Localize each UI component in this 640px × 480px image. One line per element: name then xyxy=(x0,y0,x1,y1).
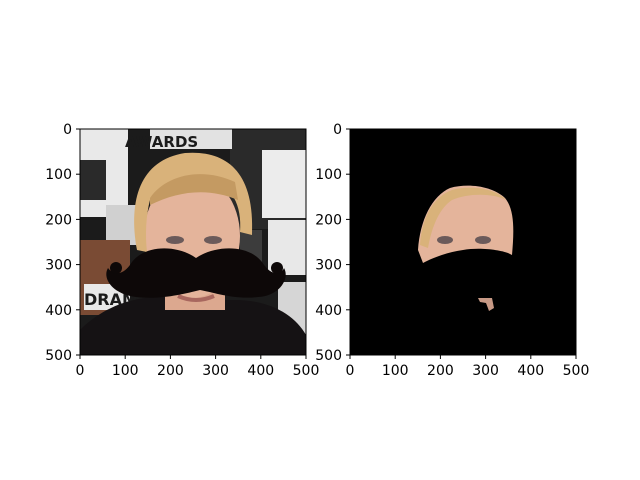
masked-chin-fragment xyxy=(478,298,494,311)
mustache-overlay xyxy=(106,248,286,298)
right-axes-frame xyxy=(349,128,577,356)
right-y-tick-label: 200 xyxy=(315,212,342,228)
left-y-tick-label: 200 xyxy=(45,212,72,228)
left-x-tick-label: 200 xyxy=(157,363,184,379)
right-x-tick-label: 0 xyxy=(346,363,355,379)
right-x-tick-label: 500 xyxy=(563,363,590,379)
right-y-tick-label: 500 xyxy=(315,348,342,364)
left-x-tick-label: 100 xyxy=(112,363,139,379)
right-x-tick-label: 400 xyxy=(517,363,544,379)
left-image-panel: AWARDS DRAM 0 100 200 300 400 500010020030040… xyxy=(45,122,319,379)
left-y-tick-label: 0 xyxy=(63,122,72,138)
right-image-content xyxy=(350,129,576,355)
right-x-tick-label: 200 xyxy=(427,363,454,379)
right-x-tick-label: 100 xyxy=(382,363,409,379)
left-y-tick-label: 400 xyxy=(45,303,72,319)
left-x-tick-label: 400 xyxy=(247,363,274,379)
right-y-tick-label: 300 xyxy=(315,258,342,274)
right-y-tick-label: 100 xyxy=(315,167,342,183)
left-y-tick-label: 100 xyxy=(45,167,72,183)
right-x-tick-label: 300 xyxy=(472,363,499,379)
background-sign-text-top: AWARDS xyxy=(125,133,198,151)
left-y-tick-label: 300 xyxy=(45,258,72,274)
left-x-tick-label: 500 xyxy=(293,363,320,379)
left-axes-frame xyxy=(79,128,307,356)
left-x-tick-label: 300 xyxy=(202,363,229,379)
right-y-tick-label: 400 xyxy=(315,303,342,319)
left-y-tick-label: 500 xyxy=(45,348,72,364)
left-x-tick-label: 0 xyxy=(76,363,85,379)
left-image-content: AWARDS DRAM xyxy=(80,129,306,355)
clothing-shape xyxy=(80,297,306,355)
right-y-tick-label: 0 xyxy=(333,122,342,138)
